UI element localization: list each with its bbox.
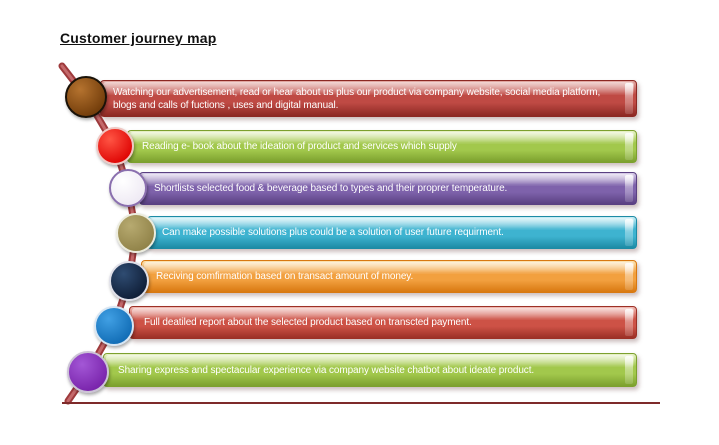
- step-marker-circle: [109, 169, 147, 207]
- step-label: Full deatiled report about the selected …: [144, 317, 472, 328]
- step-bar: Reading e- book about the ideation of pr…: [127, 130, 637, 163]
- step-marker-circle: [67, 351, 109, 393]
- step-label: Sharing express and spectacular experien…: [118, 364, 535, 376]
- step-label: Reciving comfirmation based on transact …: [156, 271, 414, 282]
- step-bar: Can make possible solutions plus could b…: [147, 216, 637, 249]
- step-label: Reading e- book about the ideation of pr…: [142, 141, 457, 152]
- page-title: Customer journey map: [60, 30, 217, 46]
- step-marker-circle: [109, 261, 149, 301]
- step-marker-circle: [94, 306, 134, 346]
- bottom-divider-line: [62, 402, 660, 404]
- step-marker-circle: [96, 127, 134, 165]
- step-bar: Reciving comfirmation based on transact …: [141, 260, 637, 293]
- step-bar: Shortlists selected food & beverage base…: [139, 172, 637, 205]
- step-label: Can make possible solutions plus could b…: [162, 227, 504, 238]
- step-label: Watching our advertisement, read or hear…: [113, 86, 601, 111]
- step-bar: Watching our advertisement, read or hear…: [100, 80, 637, 117]
- step-marker-circle: [65, 76, 107, 118]
- step-bar: Full deatiled report about the selected …: [129, 306, 637, 339]
- step-label: Shortlists selected food & beverage base…: [154, 183, 508, 194]
- step-bar: Sharing express and spectacular experien…: [103, 353, 637, 387]
- step-marker-circle: [116, 213, 156, 253]
